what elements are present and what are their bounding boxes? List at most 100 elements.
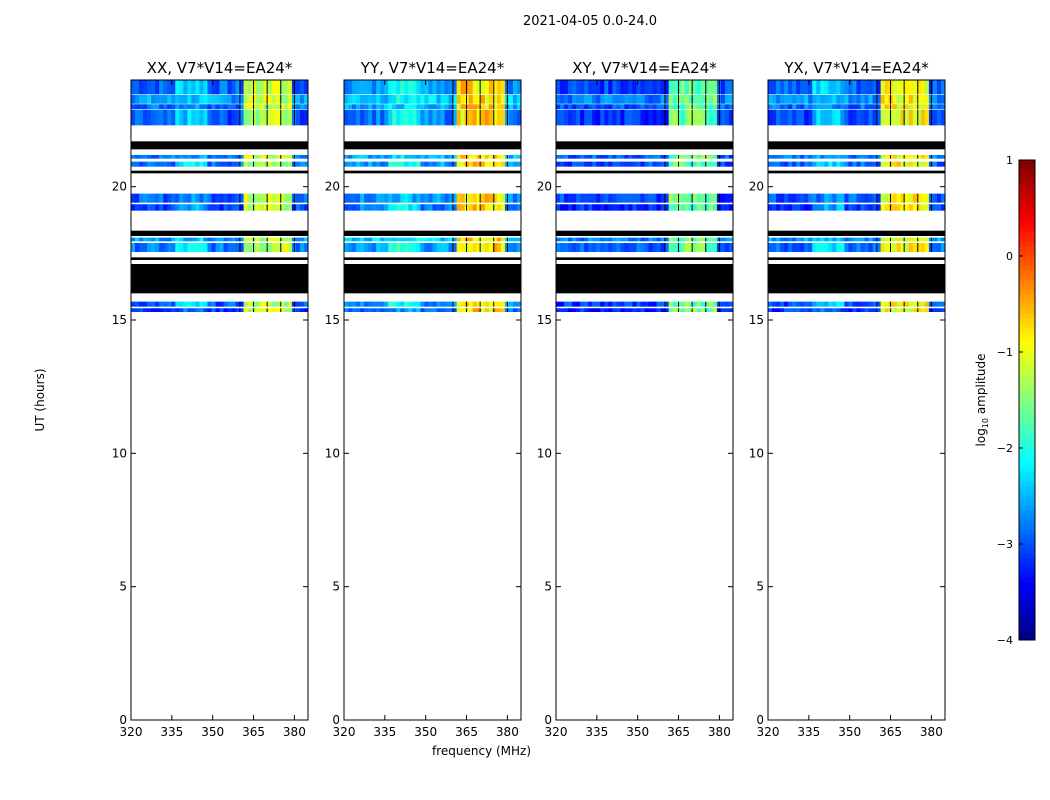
colorbar-step: [1019, 424, 1035, 430]
heatmap-cell: [203, 80, 208, 95]
heatmap-cell: [584, 204, 589, 211]
heatmap-cell: [384, 242, 389, 252]
heatmap-cell: [820, 109, 825, 126]
heatmap-cell: [728, 242, 734, 252]
heatmap-cell: [207, 161, 212, 167]
heatmap-cell: [247, 109, 253, 126]
heatmap-cell: [624, 161, 629, 167]
heatmap-cell: [227, 80, 232, 95]
heatmap-cell: [868, 161, 873, 167]
heatmap-cell: [287, 193, 293, 203]
colorbar-step: [1019, 548, 1035, 555]
heatmap-cell: [608, 80, 613, 95]
heatmap-cell: [936, 204, 942, 211]
heatmap-cell: [712, 193, 718, 203]
heatmap-cell: [800, 104, 805, 110]
heatmap-cell: [195, 161, 200, 167]
heatmap-cell: [712, 154, 718, 159]
heatmap-cell: [720, 193, 726, 203]
heatmap-cell: [644, 193, 649, 203]
heatmap-cell: [900, 193, 906, 203]
heatmap-cell: [243, 80, 249, 95]
heatmap-cell: [876, 308, 882, 312]
heatmap-cell: [824, 301, 829, 307]
heatmap-cell: [259, 204, 265, 211]
heatmap-cell: [235, 161, 241, 167]
heatmap-cell: [788, 193, 793, 203]
heatmap-cell: [568, 204, 573, 211]
heatmap-cell: [352, 237, 357, 242]
heatmap-cell: [348, 237, 353, 242]
heatmap-cell: [303, 301, 309, 307]
heatmap-cell: [776, 161, 781, 167]
heatmap-cell: [472, 161, 478, 167]
heatmap-cell: [191, 237, 196, 242]
colorbar-step: [1019, 179, 1035, 185]
heatmap-cell: [135, 161, 140, 167]
heatmap-cell: [295, 154, 301, 159]
heatmap-cell: [812, 242, 817, 252]
heatmap-cell: [768, 193, 773, 203]
heatmap-cell: [852, 94, 857, 104]
heatmap-cell: [624, 308, 629, 312]
heatmap-cell: [412, 242, 417, 252]
heatmap-cell: [576, 94, 581, 104]
heatmap-cell: [440, 104, 445, 110]
heatmap-cell: [772, 109, 777, 126]
heatmap-cell: [372, 161, 377, 167]
heatmap-cell: [167, 242, 172, 252]
heatmap-cell: [660, 204, 666, 211]
heatmap-cell: [700, 104, 706, 110]
x-axis-label: frequency (MHz): [432, 744, 532, 758]
heatmap-cell: [183, 204, 188, 211]
colorbar-tick-label: −4: [997, 634, 1013, 647]
heatmap-cell: [364, 94, 369, 104]
heatmap-cell: [460, 204, 466, 211]
heatmap-cell: [131, 94, 136, 104]
heatmap-cell: [175, 237, 180, 242]
heatmap-cell: [255, 161, 261, 167]
colorbar-step: [1019, 241, 1035, 247]
heatmap-cell: [436, 161, 441, 167]
heatmap-cell: [263, 204, 269, 211]
heatmap-cell: [376, 104, 381, 110]
heatmap-cell: [287, 308, 293, 312]
heatmap-cell: [892, 80, 898, 95]
heatmap-cell: [680, 161, 686, 167]
heatmap-cell: [356, 204, 361, 211]
heatmap-cell: [896, 154, 902, 159]
heatmap-cell: [492, 204, 498, 211]
heatmap-cell: [159, 109, 164, 126]
heatmap-cell: [500, 109, 506, 126]
heatmap-cell: [147, 308, 152, 312]
heatmap-cell: [432, 308, 437, 312]
heatmap-cell: [564, 109, 569, 126]
heatmap-cell: [135, 237, 140, 242]
heatmap-cell: [500, 154, 506, 159]
heatmap-cell: [207, 204, 212, 211]
heatmap-cell: [388, 94, 393, 104]
heatmap-cell: [588, 308, 593, 312]
heatmap-cell: [568, 308, 573, 312]
heatmap-cell: [139, 109, 144, 126]
heatmap-cell: [808, 301, 813, 307]
x-tick-label: 350: [626, 725, 649, 739]
heatmap-cell: [456, 154, 462, 159]
heatmap-cell: [412, 301, 417, 307]
heatmap-cell: [664, 154, 670, 159]
heatmap-cell: [876, 161, 882, 167]
heatmap-cell: [195, 94, 200, 104]
y-tick-label: 20: [749, 180, 764, 194]
heatmap-cell: [452, 80, 458, 95]
heatmap-cell: [211, 242, 216, 252]
heatmap-cell: [868, 109, 873, 126]
heatmap-cell: [824, 104, 829, 110]
heatmap-cell: [131, 242, 136, 252]
heatmap-cell: [508, 308, 514, 312]
heatmap-cell: [488, 204, 494, 211]
flagged-band: [344, 257, 521, 260]
heatmap-cell: [816, 94, 821, 104]
heatmap-cell: [247, 161, 253, 167]
heatmap-cell: [492, 301, 498, 307]
heatmap-cell: [868, 80, 873, 95]
